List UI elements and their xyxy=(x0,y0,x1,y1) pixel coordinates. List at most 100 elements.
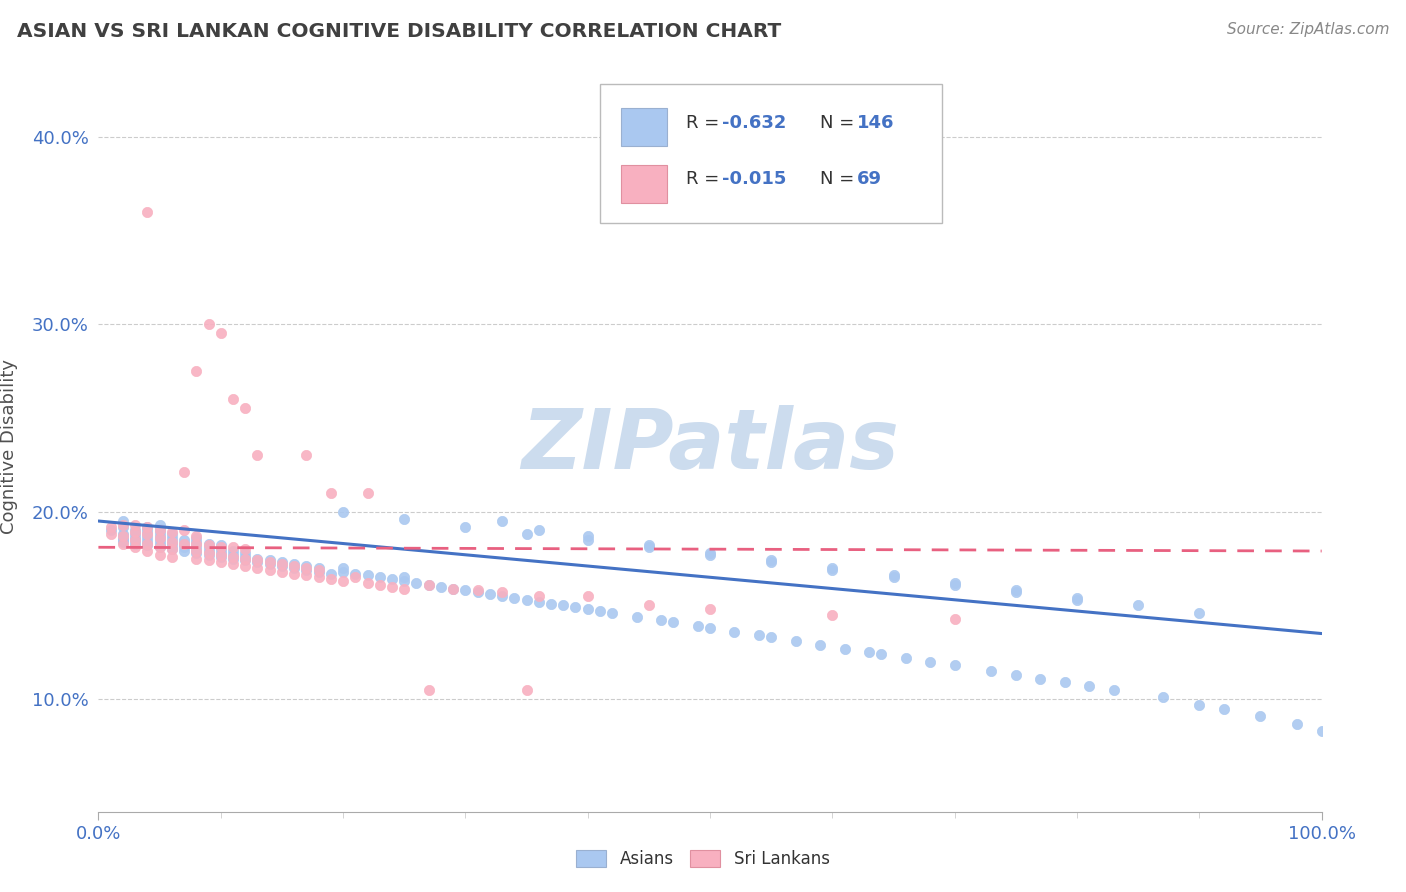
Point xyxy=(136,204,159,219)
Point xyxy=(626,609,648,624)
Point xyxy=(124,536,146,550)
Point xyxy=(111,536,134,550)
Point xyxy=(576,529,599,543)
Text: R =: R = xyxy=(686,170,718,188)
Text: -0.015: -0.015 xyxy=(723,170,786,188)
Point xyxy=(540,597,562,611)
Point xyxy=(785,634,807,648)
Point xyxy=(209,326,232,341)
Point xyxy=(662,615,685,630)
Point xyxy=(699,548,721,562)
Point xyxy=(418,578,440,592)
Point xyxy=(124,541,146,555)
Point xyxy=(233,542,256,557)
Point xyxy=(834,641,856,656)
Point xyxy=(209,541,232,555)
Point xyxy=(222,548,245,562)
Point xyxy=(222,557,245,571)
Point xyxy=(319,486,342,500)
Point xyxy=(637,541,661,555)
Point xyxy=(381,572,404,586)
Point xyxy=(454,583,477,598)
Point xyxy=(503,591,526,605)
Point xyxy=(186,529,208,543)
Point xyxy=(920,655,942,669)
Point xyxy=(1053,675,1076,690)
Point xyxy=(808,638,831,652)
Point xyxy=(136,527,159,541)
Point xyxy=(858,645,880,659)
Point xyxy=(283,557,305,571)
Point xyxy=(491,585,513,599)
FancyBboxPatch shape xyxy=(600,84,942,223)
Point xyxy=(209,549,232,564)
Point xyxy=(259,555,281,569)
Point xyxy=(943,578,966,592)
Point xyxy=(1004,668,1026,682)
Point xyxy=(160,542,183,557)
Point xyxy=(233,401,256,416)
Point xyxy=(308,570,330,584)
Point xyxy=(246,449,269,463)
Point xyxy=(564,600,586,615)
Point xyxy=(160,534,183,549)
Point xyxy=(883,568,905,582)
Point xyxy=(149,529,172,543)
Point xyxy=(233,559,256,574)
Point xyxy=(160,525,183,540)
Point xyxy=(943,658,966,673)
Point xyxy=(381,580,404,594)
Point xyxy=(186,551,208,566)
Point xyxy=(197,553,219,567)
Point xyxy=(332,565,354,579)
Point xyxy=(136,524,159,538)
Point xyxy=(233,553,256,567)
FancyBboxPatch shape xyxy=(620,109,668,146)
Point xyxy=(197,541,219,555)
Point xyxy=(821,607,844,622)
Point xyxy=(100,519,122,533)
Point xyxy=(173,465,195,479)
Point xyxy=(209,548,232,562)
Point xyxy=(295,559,318,574)
Point xyxy=(197,317,219,331)
Text: N =: N = xyxy=(820,170,855,188)
Point xyxy=(441,582,464,596)
Y-axis label: Cognitive Disability: Cognitive Disability xyxy=(0,359,18,533)
Point xyxy=(319,572,342,586)
Point xyxy=(392,582,416,596)
Point xyxy=(883,570,905,584)
Point xyxy=(136,544,159,558)
Point xyxy=(295,449,318,463)
Point xyxy=(441,582,464,596)
Point xyxy=(1188,606,1211,620)
Point xyxy=(527,595,550,609)
Point xyxy=(173,524,195,538)
Point xyxy=(186,544,208,558)
Point xyxy=(149,525,172,540)
Point xyxy=(222,541,245,555)
Text: 69: 69 xyxy=(856,170,882,188)
Point xyxy=(1128,599,1150,613)
Point xyxy=(246,561,269,575)
Point xyxy=(149,548,172,562)
Point xyxy=(136,531,159,545)
Point xyxy=(160,542,183,557)
Point xyxy=(392,570,416,584)
Point xyxy=(124,517,146,532)
Point xyxy=(1066,591,1088,605)
Text: ZIPatlas: ZIPatlas xyxy=(522,406,898,486)
Point xyxy=(332,561,354,575)
Point xyxy=(1029,672,1052,686)
Point xyxy=(111,529,134,543)
Text: 146: 146 xyxy=(856,113,894,132)
Text: N =: N = xyxy=(820,113,855,132)
Point xyxy=(894,651,917,665)
Point xyxy=(222,551,245,566)
Legend: Asians, Sri Lankans: Asians, Sri Lankans xyxy=(569,843,837,875)
Point xyxy=(392,574,416,588)
Point xyxy=(283,559,305,574)
Point xyxy=(209,555,232,569)
Point xyxy=(980,664,1002,678)
Point xyxy=(332,574,354,588)
